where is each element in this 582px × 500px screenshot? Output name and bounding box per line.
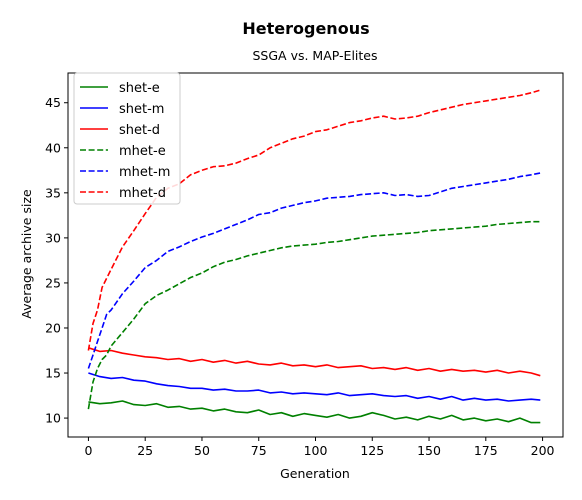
series-line-mhet-e — [87, 220, 541, 410]
legend-label-mhet-e: mhet-e — [119, 144, 166, 159]
y-tick-label: 10 — [45, 411, 61, 426]
x-tick-label: 125 — [360, 443, 384, 458]
legend-label-mhet-d: mhet-d — [119, 186, 166, 201]
legend-label-mhet-m: mhet-m — [119, 165, 170, 180]
legend-label-shet-e: shet-e — [119, 81, 160, 96]
chart-subtitle: SSGA vs. MAP-Elites — [253, 48, 378, 63]
legend-label-shet-d: shet-d — [119, 123, 160, 138]
plot-area — [87, 89, 541, 424]
x-tick-label: 100 — [304, 443, 328, 458]
y-tick-label: 20 — [45, 320, 61, 335]
x-tick-label: 0 — [84, 443, 92, 458]
series-line-mhet-d — [87, 89, 541, 351]
axes: 0 25 50 75 100 125 150 175 200 10 15 20 25 30 35 40 45 — [45, 72, 564, 458]
x-tick-label: 50 — [194, 443, 210, 458]
x-tick-label: 175 — [474, 443, 498, 458]
series-line-shet-d — [88, 347, 541, 377]
y-tick-label: 25 — [45, 275, 61, 290]
y-axis-label: Average archive size — [19, 189, 34, 319]
y-tick-label: 40 — [45, 140, 61, 155]
x-tick-label: 200 — [531, 443, 555, 458]
y-tick-label: 45 — [45, 95, 61, 110]
y-tick-label: 15 — [45, 366, 61, 381]
y-tick-label: 35 — [45, 185, 61, 200]
y-tick-label: 30 — [45, 230, 61, 245]
series-lines — [87, 89, 541, 424]
legend-label-shet-m: shet-m — [119, 102, 164, 117]
x-tick-label: 25 — [137, 443, 153, 458]
x-axis-label: Generation — [280, 466, 350, 481]
series-line-mhet-m — [87, 172, 541, 369]
chart-title: Heterogenous — [242, 19, 369, 38]
series-line-shet-e — [88, 400, 541, 424]
legend: shet-e shet-m shet-d mhet-e mhet-m mhet-d — [73, 72, 181, 205]
x-tick-label: 150 — [417, 443, 441, 458]
series-line-shet-m — [88, 372, 541, 402]
x-tick-label: 75 — [251, 443, 267, 458]
